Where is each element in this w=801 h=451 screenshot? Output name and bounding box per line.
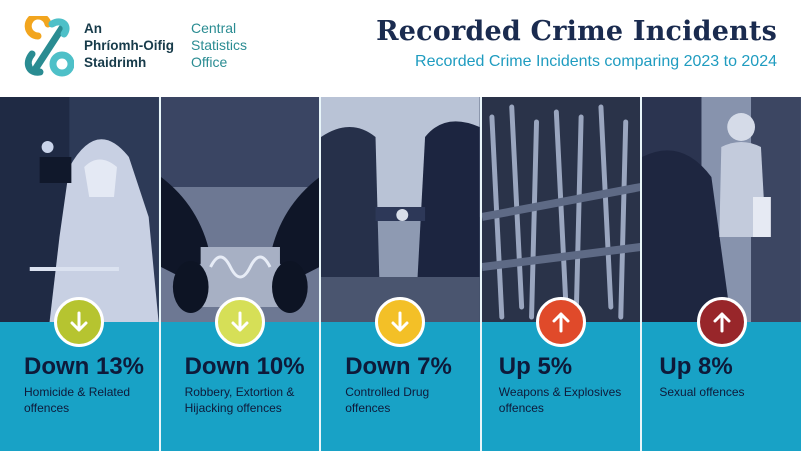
page-title: Recorded Crime Incidents bbox=[376, 16, 777, 47]
stat-label: Robbery, Extortion & Hijacking offences bbox=[184, 385, 295, 415]
stat-value: Up 5% bbox=[498, 353, 573, 380]
stat-panel-drugs: Down 7% Controlled Drug offences bbox=[319, 97, 480, 451]
arrow-up-icon bbox=[713, 312, 731, 333]
stat-panel-weapons: Up 5% Weapons & Explosives offences bbox=[479, 97, 641, 451]
gloved-hands-jewellery-photo bbox=[160, 97, 320, 322]
org-irish-line: An bbox=[84, 21, 102, 36]
arrow-down-icon bbox=[231, 311, 249, 332]
stat-label: Sexual offences bbox=[659, 385, 745, 399]
forensic-photographer-photo bbox=[0, 97, 159, 322]
page-subtitle: Recorded Crime Incidents comparing 2023 … bbox=[415, 53, 777, 70]
trend-badge bbox=[54, 297, 105, 347]
arrow-up-icon bbox=[552, 312, 570, 333]
org-name-english: Central Statistics Office bbox=[191, 20, 247, 71]
org-english-line: Statistics bbox=[191, 37, 248, 53]
woman-street-photo bbox=[642, 97, 801, 322]
trend-badge bbox=[536, 297, 587, 347]
drug-deal-photo bbox=[321, 97, 480, 322]
stat-value: Down 13% bbox=[24, 353, 145, 380]
trend-badge bbox=[214, 297, 265, 347]
stat-panel-homicide: Down 13% Homicide & Related offences bbox=[0, 97, 159, 451]
stat-label: Weapons & Explosives offences bbox=[498, 385, 622, 415]
stat-panel-robbery: Down 10% Robbery, Extortion & Hijacking … bbox=[158, 97, 320, 451]
org-english-line: Office bbox=[191, 54, 228, 70]
org-english-line: Central bbox=[191, 20, 237, 36]
org-irish-line: Phríomh-Oifig bbox=[84, 38, 174, 53]
arrow-down-icon bbox=[70, 311, 88, 332]
stat-label: Controlled Drug offences bbox=[345, 385, 430, 415]
trend-badge bbox=[375, 297, 426, 347]
stat-value: Down 10% bbox=[184, 353, 305, 380]
org-irish-line: Staidrimh bbox=[84, 55, 147, 70]
arrow-down-icon bbox=[391, 311, 409, 332]
header: An Phríomh-Oifig Staidrimh Central Stati… bbox=[0, 0, 801, 97]
stat-label: Homicide & Related offences bbox=[24, 385, 131, 415]
stat-value: Down 7% bbox=[345, 353, 452, 380]
weapons-pile-photo bbox=[481, 97, 641, 322]
stat-panels: Down 13% Homicide & Related offences Dow… bbox=[0, 97, 801, 451]
trend-badge bbox=[696, 297, 747, 347]
org-name-irish: An Phríomh-Oifig Staidrimh bbox=[84, 20, 174, 71]
stat-value: Up 8% bbox=[659, 353, 733, 380]
stat-panel-sexual: Up 8% Sexual offences bbox=[640, 97, 801, 451]
cso-logo-icon bbox=[24, 16, 74, 77]
